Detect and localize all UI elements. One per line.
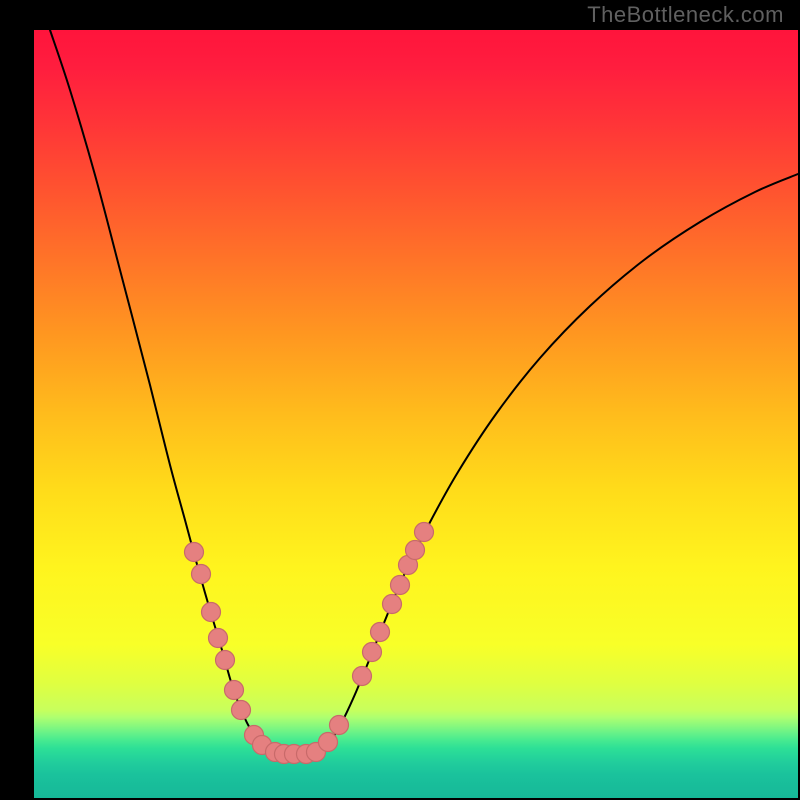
marker-dot [216, 651, 235, 670]
marker-dot [225, 681, 244, 700]
marker-dot [185, 543, 204, 562]
marker-dot [330, 716, 349, 735]
marker-dot [192, 565, 211, 584]
marker-dot [371, 623, 390, 642]
marker-dot [363, 643, 382, 662]
marker-dot [415, 523, 434, 542]
chart-stage: TheBottleneck.com [0, 0, 800, 800]
watermark-text: TheBottleneck.com [587, 2, 784, 28]
marker-dot [406, 541, 425, 560]
gradient-backdrop [34, 30, 798, 798]
marker-dot [353, 667, 372, 686]
marker-dot [232, 701, 251, 720]
marker-dot [319, 733, 338, 752]
bottleneck-chart-svg [0, 0, 800, 800]
marker-dot [202, 603, 221, 622]
marker-dot [383, 595, 402, 614]
marker-dot [209, 629, 228, 648]
marker-dot [391, 576, 410, 595]
